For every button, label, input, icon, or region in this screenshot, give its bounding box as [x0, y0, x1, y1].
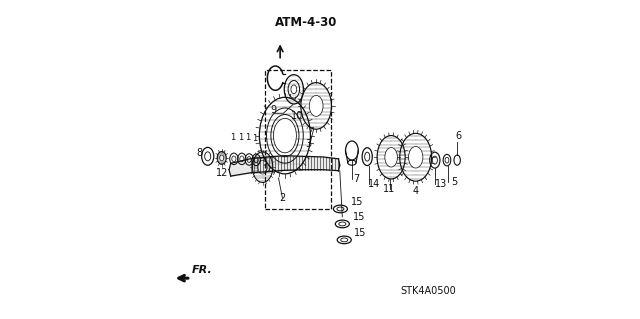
Text: 1: 1: [238, 133, 243, 142]
Text: ATM-4-30: ATM-4-30: [275, 16, 337, 29]
Text: 12: 12: [216, 168, 228, 178]
Text: 15: 15: [353, 212, 365, 222]
Text: 15: 15: [351, 197, 363, 207]
Text: 6: 6: [456, 131, 462, 141]
Text: 7: 7: [353, 174, 359, 184]
Text: 4: 4: [413, 186, 419, 196]
Text: STK4A0500: STK4A0500: [401, 286, 456, 296]
Text: FR.: FR.: [192, 265, 212, 275]
Text: 14: 14: [367, 179, 380, 189]
Text: 3: 3: [306, 139, 312, 149]
Text: 10: 10: [291, 111, 303, 121]
Ellipse shape: [256, 92, 314, 179]
Text: 1: 1: [252, 134, 257, 143]
Text: 5: 5: [451, 177, 457, 187]
Text: 9: 9: [271, 105, 277, 115]
Text: 15: 15: [355, 228, 367, 238]
Text: 13: 13: [435, 179, 447, 189]
Text: 1: 1: [230, 133, 236, 142]
Bar: [265, 70, 332, 209]
Text: 2: 2: [279, 193, 285, 203]
Text: 8: 8: [196, 148, 202, 158]
Text: 1: 1: [245, 133, 250, 142]
Text: 11: 11: [383, 184, 396, 194]
